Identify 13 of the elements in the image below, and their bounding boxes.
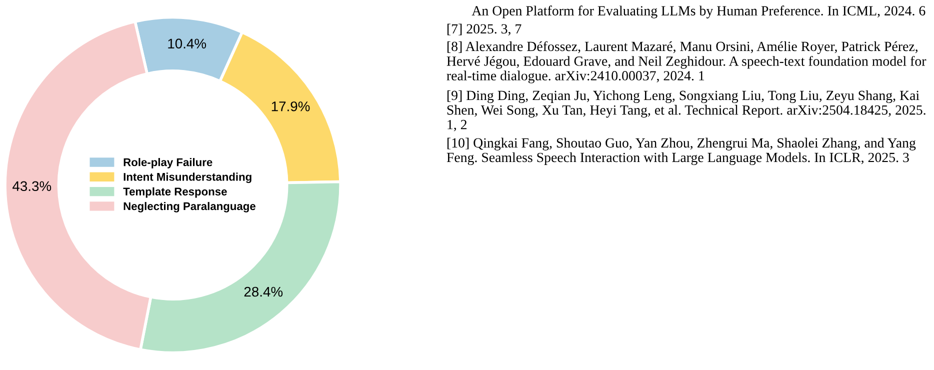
text: An Open Platform for Evaluating LLMs by Human Preference. In ICML, 2024. 6 [472, 6, 926, 18]
legend-label: Role-play Failure [124, 158, 212, 168]
legend-label: Template Response [123, 187, 227, 198]
data-label: 10.4% [168, 38, 206, 49]
text: [9] Ding Ding, Zeqian Ju, Yichong Leng, Songxiang Liu, Tong Liu, Zeyu Shang, Kai Shen, Wei Song, Xu Tan, Heyi Tang, et al. Technical Report. arXiv:2504.18425, 2025. 1, 2 [447, 90, 926, 132]
legend-label: Neglecting Paralanguage [124, 202, 256, 212]
data-label: 43.3% [12, 181, 52, 192]
data-label: 17.9% [272, 101, 310, 112]
text: [8] Alexandre Défossez, Laurent Mazaré, Manu Orsini, Amélie Royer, Patrick Pérez, Hervé Jégou, Edouard Grave, and Neil Zeghidour. A speech-text foundation model for real-time dialogue. arXiv:2410.00037, 2024. 1 [446, 41, 926, 84]
legend-label: Intent Misunderstanding [124, 172, 252, 184]
text: [10] Qingkai Fang, Shoutao Guo, Yan Zhou, Zhengrui Ma, Shaolei Zhang, and Yang Feng. Seamless Speech Interaction with Large Language Models. In ICLR, 2025. 3 [446, 138, 916, 166]
text: [7] 2025. 3, 7 [447, 24, 522, 36]
data-label: 28.4% [244, 286, 283, 297]
